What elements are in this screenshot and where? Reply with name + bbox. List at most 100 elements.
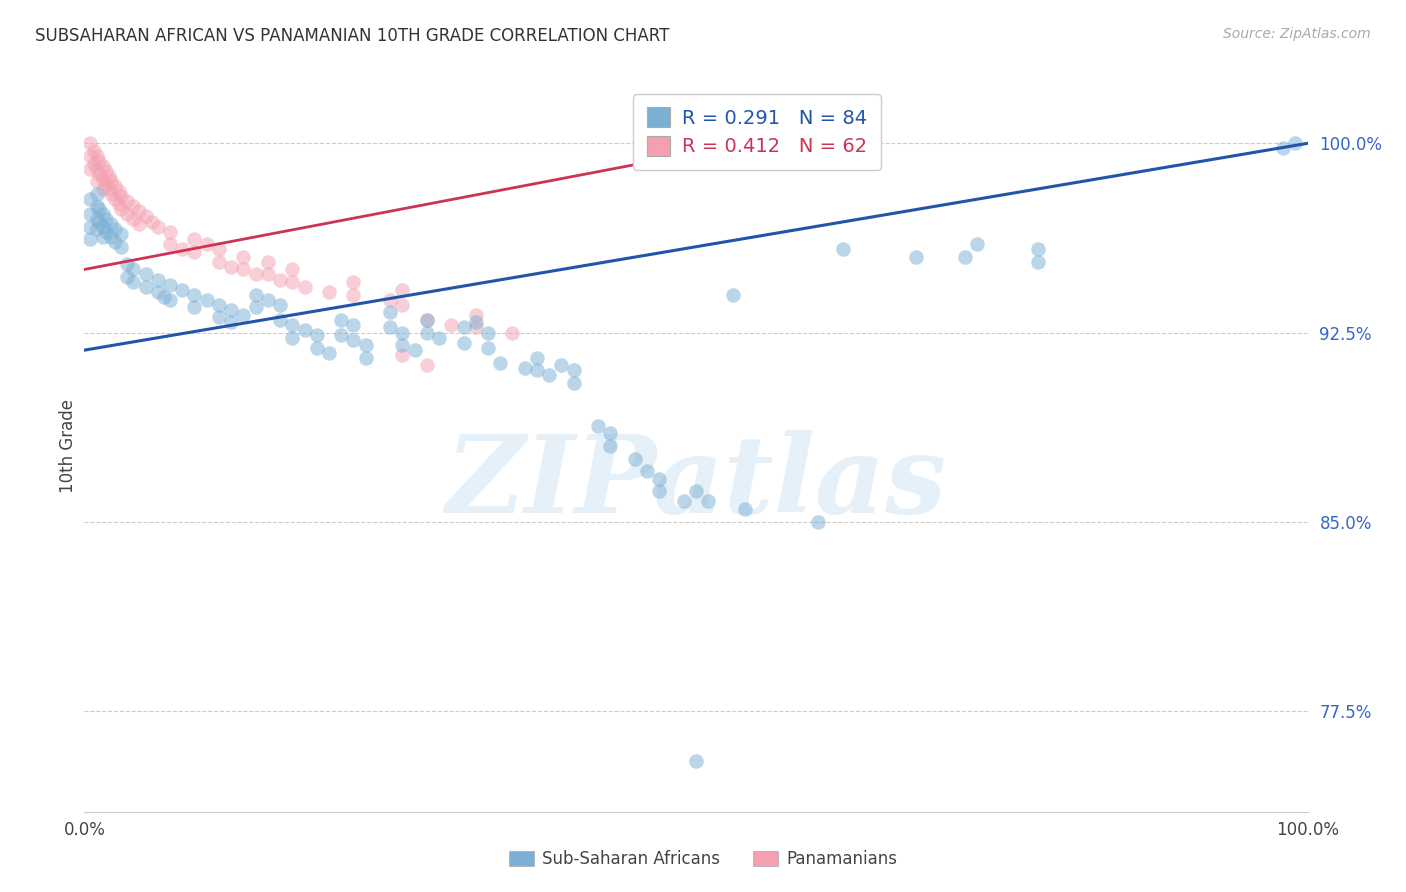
Point [115, 194, 138, 209]
Point [477, 326, 499, 340]
Point [391, 283, 413, 297]
Point [122, 275, 145, 289]
Point [100, 217, 122, 231]
Point [146, 219, 169, 234]
Point [208, 255, 231, 269]
Point [104, 192, 127, 206]
Point [966, 237, 988, 252]
Point [281, 262, 304, 277]
Point [100, 229, 122, 244]
Text: ZIPatlas: ZIPatlas [446, 430, 946, 535]
Point [391, 348, 413, 362]
Point [502, 326, 524, 340]
Point [464, 315, 486, 329]
Point [489, 356, 512, 370]
Point [79, 232, 101, 246]
Point [183, 287, 205, 301]
Point [159, 237, 181, 252]
Point [122, 199, 145, 213]
Point [87, 202, 110, 216]
Point [453, 335, 475, 350]
Point [208, 298, 231, 312]
Point [391, 338, 413, 352]
Point [330, 328, 353, 343]
Point [79, 207, 101, 221]
Point [96, 177, 118, 191]
Point [104, 179, 127, 194]
Point [538, 368, 561, 383]
Point [87, 214, 110, 228]
Point [159, 293, 181, 307]
Point [380, 305, 402, 319]
Point [110, 202, 132, 216]
Point [416, 313, 439, 327]
Point [404, 343, 426, 358]
Point [86, 222, 108, 236]
Point [91, 219, 114, 234]
Point [232, 250, 254, 264]
Point [219, 315, 242, 329]
Point [141, 214, 163, 228]
Point [281, 318, 304, 332]
Point [208, 242, 231, 256]
Point [107, 184, 129, 198]
Point [232, 308, 254, 322]
Point [685, 484, 707, 499]
Point [87, 153, 110, 168]
Point [146, 285, 169, 300]
Point [83, 156, 105, 170]
Point [195, 237, 218, 252]
Point [107, 197, 129, 211]
Point [86, 199, 108, 213]
Point [464, 308, 486, 322]
Point [86, 161, 108, 176]
Point [453, 320, 475, 334]
Point [281, 330, 304, 344]
Point [96, 164, 118, 178]
Point [245, 300, 267, 314]
Point [86, 174, 108, 188]
Point [115, 270, 138, 285]
Point [953, 250, 976, 264]
Point [91, 229, 114, 244]
Point [91, 207, 114, 221]
Point [550, 359, 572, 373]
Point [318, 285, 340, 300]
Point [807, 515, 830, 529]
Point [599, 426, 621, 441]
Point [83, 144, 105, 158]
Point [269, 272, 291, 286]
Point [79, 219, 101, 234]
Point [159, 225, 181, 239]
Point [380, 320, 402, 334]
Point [464, 320, 486, 334]
Point [562, 376, 585, 390]
Point [330, 313, 353, 327]
Point [1284, 136, 1306, 151]
Point [391, 298, 413, 312]
Point [697, 494, 720, 508]
Point [97, 182, 120, 196]
Point [172, 283, 194, 297]
Point [391, 326, 413, 340]
Point [281, 275, 304, 289]
Point [831, 242, 853, 256]
Point [79, 192, 101, 206]
Point [128, 204, 150, 219]
Point [599, 439, 621, 453]
Point [172, 242, 194, 256]
Point [245, 287, 267, 301]
Point [624, 451, 647, 466]
Point [135, 268, 157, 282]
Point [100, 186, 122, 201]
Point [305, 341, 328, 355]
Point [440, 318, 463, 332]
Point [685, 754, 707, 768]
Point [232, 262, 254, 277]
Point [110, 240, 132, 254]
Point [416, 313, 439, 327]
Point [104, 235, 127, 249]
Y-axis label: 10th Grade: 10th Grade [59, 399, 77, 493]
Point [91, 159, 114, 173]
Point [342, 333, 364, 347]
